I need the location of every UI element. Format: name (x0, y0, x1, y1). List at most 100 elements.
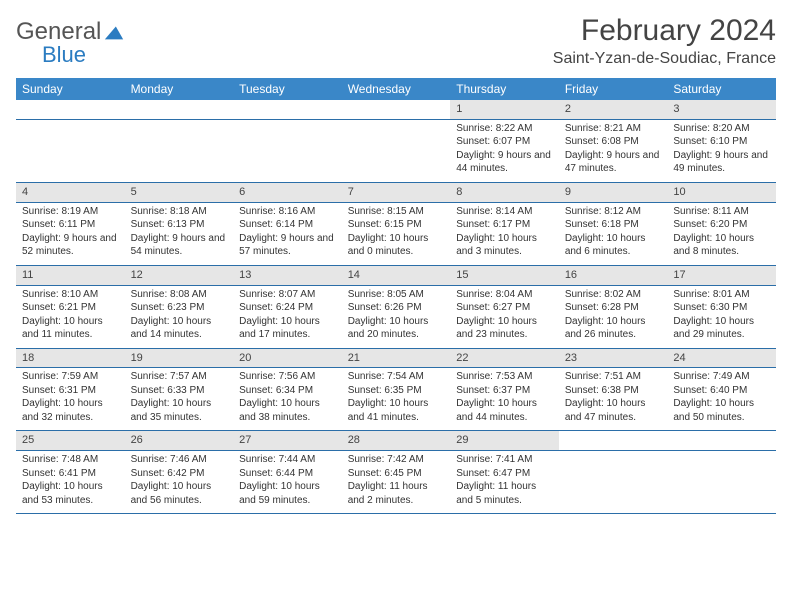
daylight-line: Daylight: 9 hours and 44 minutes. (456, 149, 553, 176)
day-number-cell: 7 (342, 182, 451, 202)
day-detail-cell: Sunrise: 8:04 AMSunset: 6:27 PMDaylight:… (450, 285, 559, 348)
sunset-line: Sunset: 6:11 PM (22, 218, 119, 232)
day-detail-cell: Sunrise: 7:54 AMSunset: 6:35 PMDaylight:… (342, 368, 451, 431)
day-number-cell: 15 (450, 265, 559, 285)
day-number-cell (16, 100, 125, 119)
weekday-header: Thursday (450, 78, 559, 100)
sunrise-line: Sunrise: 7:42 AM (348, 453, 445, 467)
sunset-line: Sunset: 6:42 PM (131, 467, 228, 481)
location-subtitle: Saint-Yzan-de-Soudiac, France (553, 50, 776, 68)
weekday-header: Tuesday (233, 78, 342, 100)
day-number-cell: 1 (450, 100, 559, 119)
day-detail-cell: Sunrise: 8:05 AMSunset: 6:26 PMDaylight:… (342, 285, 451, 348)
daylight-line: Daylight: 10 hours and 11 minutes. (22, 315, 119, 342)
day-number-row: 123 (16, 100, 776, 119)
daylight-line: Daylight: 9 hours and 47 minutes. (565, 149, 662, 176)
day-detail-cell: Sunrise: 7:44 AMSunset: 6:44 PMDaylight:… (233, 451, 342, 514)
daylight-line: Daylight: 10 hours and 29 minutes. (673, 315, 770, 342)
sunrise-line: Sunrise: 8:11 AM (673, 205, 770, 219)
sunset-line: Sunset: 6:17 PM (456, 218, 553, 232)
sunset-line: Sunset: 6:14 PM (239, 218, 336, 232)
sunrise-line: Sunrise: 7:51 AM (565, 370, 662, 384)
day-number-row: 11121314151617 (16, 265, 776, 285)
day-detail-row: Sunrise: 8:22 AMSunset: 6:07 PMDaylight:… (16, 119, 776, 182)
header-bar: General Blue February 2024 Saint-Yzan-de… (16, 14, 776, 68)
sunset-line: Sunset: 6:45 PM (348, 467, 445, 481)
daylight-line: Daylight: 10 hours and 20 minutes. (348, 315, 445, 342)
daylight-line: Daylight: 10 hours and 14 minutes. (131, 315, 228, 342)
day-detail-cell: Sunrise: 7:56 AMSunset: 6:34 PMDaylight:… (233, 368, 342, 431)
day-detail-cell (233, 119, 342, 182)
sunset-line: Sunset: 6:27 PM (456, 301, 553, 315)
sunrise-line: Sunrise: 7:46 AM (131, 453, 228, 467)
sunset-line: Sunset: 6:07 PM (456, 135, 553, 149)
day-detail-cell: Sunrise: 8:08 AMSunset: 6:23 PMDaylight:… (125, 285, 234, 348)
sunrise-line: Sunrise: 7:53 AM (456, 370, 553, 384)
sunset-line: Sunset: 6:35 PM (348, 384, 445, 398)
day-detail-cell: Sunrise: 7:59 AMSunset: 6:31 PMDaylight:… (16, 368, 125, 431)
day-detail-row: Sunrise: 8:19 AMSunset: 6:11 PMDaylight:… (16, 202, 776, 265)
day-number-cell: 6 (233, 182, 342, 202)
sunrise-line: Sunrise: 8:20 AM (673, 122, 770, 136)
daylight-line: Daylight: 10 hours and 17 minutes. (239, 315, 336, 342)
sunrise-line: Sunrise: 8:22 AM (456, 122, 553, 136)
day-detail-cell: Sunrise: 7:48 AMSunset: 6:41 PMDaylight:… (16, 451, 125, 514)
day-detail-cell: Sunrise: 7:51 AMSunset: 6:38 PMDaylight:… (559, 368, 668, 431)
daylight-line: Daylight: 10 hours and 0 minutes. (348, 232, 445, 259)
day-number-cell: 23 (559, 348, 668, 368)
sunrise-line: Sunrise: 8:21 AM (565, 122, 662, 136)
weekday-header: Wednesday (342, 78, 451, 100)
sunset-line: Sunset: 6:37 PM (456, 384, 553, 398)
day-number-cell: 26 (125, 431, 234, 451)
daylight-line: Daylight: 11 hours and 5 minutes. (456, 480, 553, 507)
day-detail-cell: Sunrise: 7:41 AMSunset: 6:47 PMDaylight:… (450, 451, 559, 514)
daylight-line: Daylight: 10 hours and 32 minutes. (22, 397, 119, 424)
sunset-line: Sunset: 6:38 PM (565, 384, 662, 398)
day-number-row: 18192021222324 (16, 348, 776, 368)
day-number-cell (667, 431, 776, 451)
daylight-line: Daylight: 9 hours and 52 minutes. (22, 232, 119, 259)
sunrise-line: Sunrise: 8:14 AM (456, 205, 553, 219)
sunrise-line: Sunrise: 8:01 AM (673, 288, 770, 302)
day-number-cell: 21 (342, 348, 451, 368)
day-number-row: 45678910 (16, 182, 776, 202)
sunset-line: Sunset: 6:18 PM (565, 218, 662, 232)
sunset-line: Sunset: 6:20 PM (673, 218, 770, 232)
sunset-line: Sunset: 6:47 PM (456, 467, 553, 481)
daylight-line: Daylight: 10 hours and 3 minutes. (456, 232, 553, 259)
sunrise-line: Sunrise: 8:16 AM (239, 205, 336, 219)
day-number-cell: 14 (342, 265, 451, 285)
daylight-line: Daylight: 10 hours and 38 minutes. (239, 397, 336, 424)
day-detail-cell: Sunrise: 8:07 AMSunset: 6:24 PMDaylight:… (233, 285, 342, 348)
day-detail-cell: Sunrise: 7:53 AMSunset: 6:37 PMDaylight:… (450, 368, 559, 431)
day-detail-row: Sunrise: 7:59 AMSunset: 6:31 PMDaylight:… (16, 368, 776, 431)
day-number-cell: 17 (667, 265, 776, 285)
day-detail-cell: Sunrise: 8:10 AMSunset: 6:21 PMDaylight:… (16, 285, 125, 348)
day-detail-cell: Sunrise: 8:12 AMSunset: 6:18 PMDaylight:… (559, 202, 668, 265)
day-detail-cell: Sunrise: 8:18 AMSunset: 6:13 PMDaylight:… (125, 202, 234, 265)
sunset-line: Sunset: 6:15 PM (348, 218, 445, 232)
day-number-cell (233, 100, 342, 119)
daylight-line: Daylight: 10 hours and 41 minutes. (348, 397, 445, 424)
day-detail-cell (16, 119, 125, 182)
sunset-line: Sunset: 6:08 PM (565, 135, 662, 149)
day-detail-cell: Sunrise: 8:02 AMSunset: 6:28 PMDaylight:… (559, 285, 668, 348)
sunrise-line: Sunrise: 8:05 AM (348, 288, 445, 302)
day-detail-cell: Sunrise: 8:19 AMSunset: 6:11 PMDaylight:… (16, 202, 125, 265)
sunset-line: Sunset: 6:44 PM (239, 467, 336, 481)
sunset-line: Sunset: 6:23 PM (131, 301, 228, 315)
day-detail-cell: Sunrise: 7:57 AMSunset: 6:33 PMDaylight:… (125, 368, 234, 431)
weekday-header: Saturday (667, 78, 776, 100)
daylight-line: Daylight: 11 hours and 2 minutes. (348, 480, 445, 507)
day-detail-cell: Sunrise: 8:21 AMSunset: 6:08 PMDaylight:… (559, 119, 668, 182)
sunset-line: Sunset: 6:21 PM (22, 301, 119, 315)
daylight-line: Daylight: 10 hours and 59 minutes. (239, 480, 336, 507)
day-number-cell: 13 (233, 265, 342, 285)
day-detail-cell: Sunrise: 7:46 AMSunset: 6:42 PMDaylight:… (125, 451, 234, 514)
sunset-line: Sunset: 6:10 PM (673, 135, 770, 149)
day-number-cell: 25 (16, 431, 125, 451)
sunrise-line: Sunrise: 7:59 AM (22, 370, 119, 384)
day-detail-cell (559, 451, 668, 514)
sunset-line: Sunset: 6:26 PM (348, 301, 445, 315)
daylight-line: Daylight: 9 hours and 54 minutes. (131, 232, 228, 259)
